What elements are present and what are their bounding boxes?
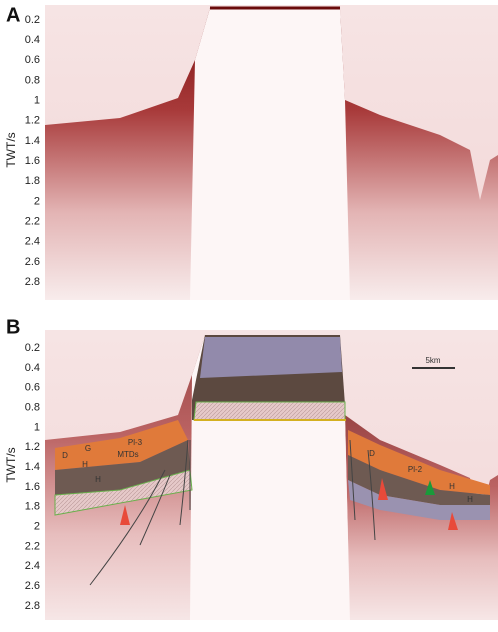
y-tick-label: 2.4 — [25, 560, 40, 572]
y-tick-label: 2.8 — [25, 600, 40, 612]
salt-column — [190, 8, 350, 300]
feature — [378, 478, 388, 500]
y-tick-label: 1 — [34, 421, 40, 433]
y-tick-label: 2.6 — [25, 256, 40, 268]
seismic-panel-b — [45, 330, 498, 620]
y-tick-label: 2 — [34, 195, 40, 207]
y-tick-label: 1 — [34, 95, 40, 107]
layer-hatched-left — [54, 469, 193, 516]
fault-lines — [89, 439, 191, 586]
layer-orange-left — [55, 420, 188, 470]
y-axis-label: TWT/s — [4, 447, 18, 482]
y-tick-label: 0.8 — [25, 74, 40, 86]
unit-label: G — [85, 444, 91, 453]
unit-label: H — [95, 475, 101, 484]
layer-purple-right — [348, 480, 490, 520]
y-tick-label: 2.4 — [25, 236, 40, 248]
y-tick-label: 2.8 — [25, 276, 40, 288]
scale-label: 5km — [425, 356, 440, 365]
panel-label: B — [6, 316, 20, 338]
layer-dark-left — [55, 440, 190, 495]
y-tick-label: 1.2 — [25, 441, 40, 453]
layer-orange-right — [348, 430, 490, 495]
feature — [448, 512, 458, 530]
y-tick-label: 1.8 — [25, 501, 40, 513]
unit-label: Pl-2 — [408, 465, 423, 474]
layer-hatched — [193, 401, 346, 421]
y-tick-label: 1.2 — [25, 115, 40, 127]
unit-label: MTDs — [117, 450, 138, 459]
y-tick-label: 2.2 — [25, 215, 40, 227]
y-tick-label: 0.4 — [25, 34, 40, 46]
y-tick-label: 0.4 — [25, 362, 40, 374]
y-tick-label: 0.2 — [25, 14, 40, 26]
y-tick-label: 1.4 — [25, 461, 40, 473]
unit-label: H — [467, 495, 473, 504]
y-tick-label: 0.8 — [25, 401, 40, 413]
y-tick-label: 0.2 — [25, 342, 40, 354]
y-tick-label: 0.6 — [25, 382, 40, 394]
feature — [120, 505, 130, 525]
unit-label: Pl-3 — [128, 438, 143, 447]
seismic-panel-a — [45, 5, 498, 300]
fault-lines — [349, 439, 376, 541]
y-tick-label: 0.6 — [25, 54, 40, 66]
y-tick-label: 1.4 — [25, 135, 40, 147]
y-tick-label: 2.2 — [25, 540, 40, 552]
unit-label: H — [82, 460, 88, 469]
y-tick-label: 1.6 — [25, 155, 40, 167]
sediment-left — [45, 8, 210, 300]
sediment-right — [340, 8, 498, 300]
y-tick-label: 2 — [34, 521, 40, 533]
panel-label: A — [6, 4, 20, 26]
y-tick-label: 1.6 — [25, 481, 40, 493]
y-tick-label: 1.8 — [25, 175, 40, 187]
unit-label: H — [449, 482, 455, 491]
unit-label: D — [62, 451, 68, 460]
unit-label: D — [369, 449, 375, 458]
layer-purple — [200, 337, 342, 378]
y-axis-label: TWT/s — [4, 132, 18, 167]
y-tick-label: 2.6 — [25, 580, 40, 592]
feature — [425, 480, 435, 495]
